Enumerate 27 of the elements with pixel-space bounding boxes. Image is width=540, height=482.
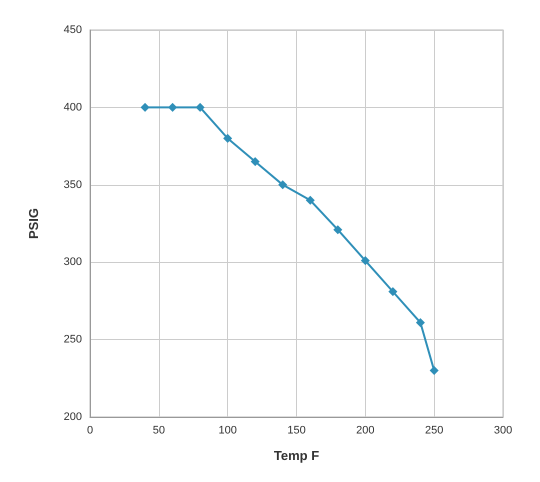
- y-tick-label: 450: [64, 24, 82, 36]
- x-tick-label: 200: [356, 424, 375, 436]
- x-tick-label: 250: [424, 424, 444, 436]
- x-tick-label: 150: [287, 424, 306, 436]
- x-tick-label: 300: [494, 424, 512, 436]
- x-tick-label: 50: [152, 424, 165, 436]
- point: [278, 180, 288, 190]
- point: [168, 102, 178, 112]
- y-tick-label: 300: [64, 256, 82, 268]
- x-tick-label: 100: [218, 424, 237, 436]
- x-tick-label: 0: [86, 424, 94, 436]
- point: [333, 225, 342, 234]
- point: [196, 102, 205, 112]
- y-tick-label: 350: [64, 178, 82, 191]
- point: [430, 366, 439, 376]
- x-axis-title: Temp F: [274, 448, 320, 463]
- point: [306, 196, 315, 205]
- y-axis-title: PSIG: [26, 208, 41, 240]
- y-tick-label: 250: [64, 334, 82, 346]
- y-tick-label: 400: [64, 101, 82, 114]
- point: [250, 157, 260, 166]
- y-tick-label: 200: [64, 411, 82, 423]
- point: [416, 318, 425, 328]
- point: [388, 287, 398, 296]
- point: [360, 256, 370, 266]
- point: [140, 102, 150, 112]
- point: [223, 134, 232, 143]
